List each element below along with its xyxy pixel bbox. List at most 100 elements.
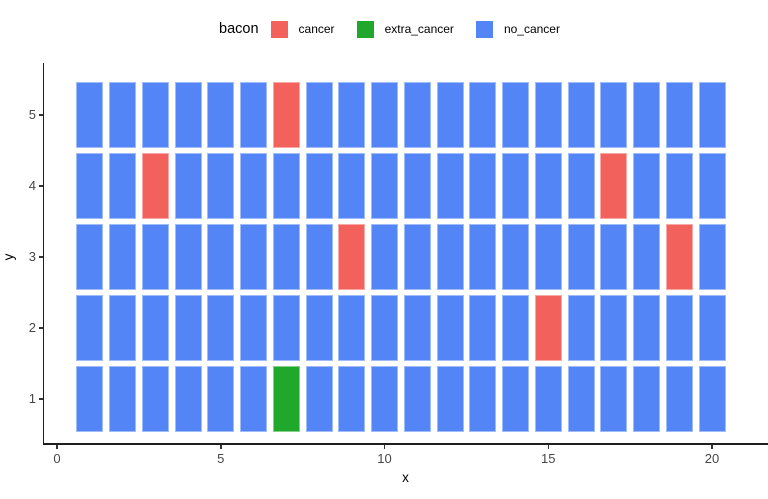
tile-x19-y4-no_cancer	[665, 153, 693, 219]
tile-x13-y3-no_cancer	[469, 224, 497, 290]
tile-x2-y1-no_cancer	[109, 366, 136, 432]
tile-x5-y4-no_cancer	[207, 153, 235, 219]
tile-x16-y2-no_cancer	[567, 295, 595, 361]
tile-x11-y5-no_cancer	[403, 82, 431, 148]
tile-x20-y5-no_cancer	[698, 82, 726, 148]
tile-x15-y4-no_cancer	[534, 153, 562, 219]
x-tick-label-0: 0	[53, 451, 61, 466]
legend-swatch-icon	[356, 20, 374, 38]
tile-x9-y5-no_cancer	[338, 82, 366, 148]
tile-x20-y3-no_cancer	[698, 224, 726, 290]
tile-x7-y3-no_cancer	[272, 224, 300, 290]
tile-x6-y2-no_cancer	[240, 295, 267, 361]
tile-x18-y1-no_cancer	[633, 366, 660, 432]
tile-x17-y1-no_cancer	[600, 366, 628, 432]
tile-x9-y1-no_cancer	[338, 366, 366, 432]
x-tick-20	[711, 444, 713, 449]
tile-x16-y5-no_cancer	[567, 82, 595, 148]
y-tick-label-4: 4	[28, 178, 36, 193]
tile-x13-y1-no_cancer	[469, 366, 497, 432]
tile-x4-y1-no_cancer	[174, 366, 202, 432]
legend-swatch-icon	[475, 20, 493, 38]
tile-x6-y3-no_cancer	[240, 224, 267, 290]
tile-x3-y4-cancer	[141, 153, 169, 219]
x-tick-10	[383, 444, 386, 449]
x-tick-label-10: 10	[377, 451, 392, 466]
tile-x2-y2-no_cancer	[109, 295, 136, 361]
tile-x2-y4-no_cancer	[109, 153, 136, 219]
tile-x16-y3-no_cancer	[567, 224, 595, 290]
tile-x17-y4-cancer	[600, 153, 628, 219]
y-tick-label-2: 2	[28, 320, 36, 335]
tile-x13-y5-no_cancer	[469, 82, 497, 148]
tile-x7-y5-cancer	[272, 82, 300, 148]
tile-x11-y1-no_cancer	[403, 366, 431, 432]
tile-x11-y3-no_cancer	[403, 224, 431, 290]
tile-x14-y1-no_cancer	[502, 366, 529, 432]
tile-x4-y4-no_cancer	[174, 153, 202, 219]
tile-x6-y4-no_cancer	[240, 153, 267, 219]
tile-x1-y4-no_cancer	[76, 153, 104, 219]
tile-x5-y5-no_cancer	[207, 82, 235, 148]
legend-label: cancer	[298, 22, 335, 36]
tile-x14-y5-no_cancer	[502, 82, 529, 148]
legend-label: extra_cancer	[384, 22, 454, 36]
tile-x15-y5-no_cancer	[534, 82, 562, 148]
x-tick-5	[220, 444, 222, 449]
x-tick-0	[56, 444, 58, 449]
legend: bacon cancer extra_cancer no_cancer	[43, 13, 758, 45]
tile-x11-y4-no_cancer	[403, 153, 431, 219]
tile-x14-y4-no_cancer	[502, 153, 529, 219]
tile-x10-y2-no_cancer	[371, 295, 398, 361]
tile-x19-y1-no_cancer	[665, 366, 693, 432]
tile-x7-y2-no_cancer	[272, 295, 300, 361]
y-tick-2	[38, 327, 43, 329]
tile-x20-y4-no_cancer	[698, 153, 726, 219]
tile-x10-y4-no_cancer	[371, 153, 398, 219]
x-axis-title: x	[402, 470, 409, 485]
tile-x12-y2-no_cancer	[436, 295, 464, 361]
tile-x3-y2-no_cancer	[141, 295, 169, 361]
tile-x15-y1-no_cancer	[534, 366, 562, 432]
tile-x9-y4-no_cancer	[338, 153, 366, 219]
tile-x7-y1-extra_cancer	[272, 366, 300, 432]
x-tick-label-5: 5	[217, 451, 225, 466]
y-tick-label-5: 5	[28, 107, 36, 122]
x-axis-line	[42, 443, 768, 445]
tile-x3-y3-no_cancer	[141, 224, 169, 290]
tile-x10-y1-no_cancer	[371, 366, 398, 432]
tile-x1-y1-no_cancer	[76, 366, 104, 432]
tile-x13-y2-no_cancer	[469, 295, 497, 361]
tile-x4-y2-no_cancer	[174, 295, 202, 361]
tile-x8-y2-no_cancer	[305, 295, 333, 361]
tile-x5-y3-no_cancer	[207, 224, 235, 290]
tile-x12-y4-no_cancer	[436, 153, 464, 219]
tile-x4-y5-no_cancer	[174, 82, 202, 148]
tile-x2-y3-no_cancer	[109, 224, 136, 290]
tile-x12-y5-no_cancer	[436, 82, 464, 148]
tile-x16-y4-no_cancer	[567, 153, 595, 219]
tile-x1-y3-no_cancer	[76, 224, 104, 290]
tile-x16-y1-no_cancer	[567, 366, 595, 432]
tile-x9-y3-cancer	[338, 224, 366, 290]
tile-x9-y2-no_cancer	[338, 295, 366, 361]
tile-x1-y2-no_cancer	[76, 295, 104, 361]
legend-item-no_cancer: no_cancer	[475, 20, 560, 38]
tile-x20-y2-no_cancer	[698, 295, 726, 361]
y-tick-label-1: 1	[28, 391, 36, 406]
y-axis-line	[42, 63, 44, 445]
tile-x10-y5-no_cancer	[371, 82, 398, 148]
tile-x1-y5-no_cancer	[76, 82, 104, 148]
tile-x15-y3-no_cancer	[534, 224, 562, 290]
tile-x14-y2-no_cancer	[502, 295, 529, 361]
legend-item-cancer: cancer	[270, 20, 335, 38]
tile-x12-y3-no_cancer	[436, 224, 464, 290]
y-tick-label-3: 3	[28, 249, 36, 264]
tile-x12-y1-no_cancer	[436, 366, 464, 432]
tile-x18-y2-no_cancer	[633, 295, 660, 361]
x-tick-label-20: 20	[704, 451, 720, 466]
legend-item-extra_cancer: extra_cancer	[356, 20, 454, 38]
y-tick-5	[38, 114, 43, 116]
tile-x17-y2-no_cancer	[600, 295, 628, 361]
tile-x5-y1-no_cancer	[207, 366, 235, 432]
